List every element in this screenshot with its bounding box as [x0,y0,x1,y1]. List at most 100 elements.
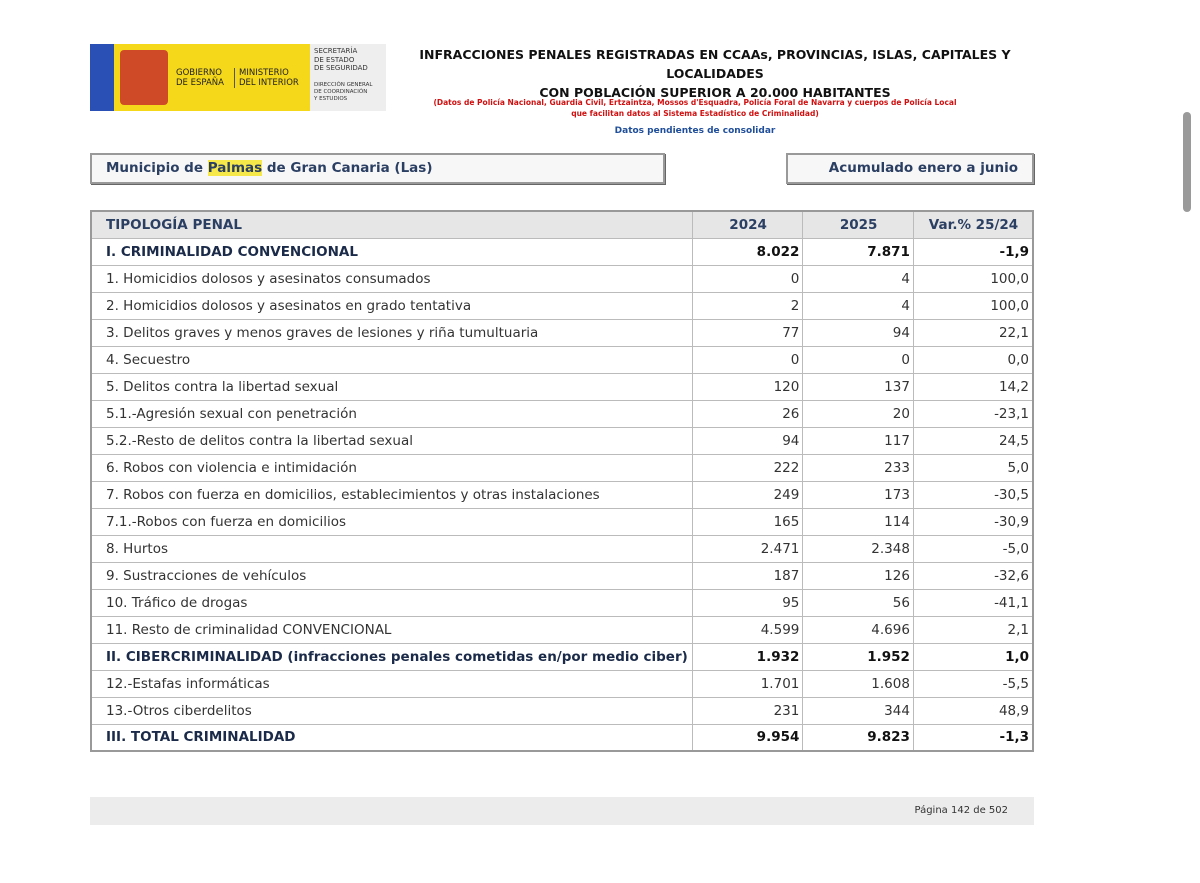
value-cell: 1.952 [802,642,914,671]
value-cell: 126 [802,561,914,590]
page-number: Página 142 de 502 [914,805,1008,816]
value-cell: 4.696 [802,615,914,644]
value-cell: 9.954 [691,723,804,752]
value-cell: -1,9 [912,237,1034,266]
value-cell: 120 [691,372,804,401]
value-cell: 2 [691,291,804,320]
logo-line: Y ESTUDIOS [314,96,348,102]
value-cell: 77 [691,318,804,347]
header-row: TIPOLOGÍA PENAL 2024 2025 Var.% 25/24 [90,210,1034,239]
table-row: 11. Resto de criminalidad CONVENCIONAL 4.… [90,615,1034,644]
label-cell: 6. Robos con violencia e intimidación [90,453,693,482]
directorate: DIRECCIÓN GENERAL DE COORDINACIÓN Y ESTUDI… [314,82,372,103]
value-cell: 231 [691,696,804,725]
value-cell: 20 [802,399,914,428]
label-cell: 7. Robos con fuerza en domicilios, estab… [90,480,693,509]
label-cell: 12.-Estafas informáticas [90,669,693,698]
label-cell: 7.1.-Robos con fuerza en domicilios [90,507,693,536]
table-row: 3. Delitos graves y menos graves de lesi… [90,318,1034,347]
table-row: II. CIBERCRIMINALIDAD (infracciones pena… [90,642,1034,671]
value-cell: 117 [802,426,914,455]
value-cell: 137 [802,372,914,401]
title-line: INFRACCIONES PENALES REGISTRADAS EN CCAA… [419,47,1011,81]
label-cell: 5. Delitos contra la libertad sexual [90,372,693,401]
value-cell: 5,0 [912,453,1034,482]
value-cell: 56 [802,588,914,617]
table-row: 5.2.-Resto de delitos contra la libertad… [90,426,1034,455]
value-cell: -5,5 [912,669,1034,698]
value-cell: -5,0 [912,534,1034,563]
municipality-highlight: Palmas [207,160,263,176]
value-cell: 173 [802,480,914,509]
value-cell: 24,5 [912,426,1034,455]
scrollbar [1183,112,1191,212]
status: Datos pendientes de consolidar [614,126,776,136]
value-cell: -30,5 [912,480,1034,509]
value-cell: 48,9 [912,696,1034,725]
value-cell: 8.022 [691,237,804,266]
label-cell: 1. Homicidios dolosos y asesinatos consu… [90,264,693,293]
value-cell: 0,0 [912,345,1034,374]
logo-line: GOBIERNO [176,68,222,78]
label-cell: 11. Resto de criminalidad CONVENCIONAL [90,615,693,644]
value-cell: 114 [802,507,914,536]
logo-line: DE ESTADO [314,55,355,64]
coat-of-arms [120,50,168,105]
logo-line: DE ESPAÑA [176,78,224,88]
table-row: 5.1.-Agresión sexual con penetración 26 20… [90,399,1034,428]
value-cell: 344 [802,696,914,725]
logo-line: DE COORDINACIÓN [314,89,368,95]
table-row: III. TOTAL CRIMINALIDAD 9.954 9.823 -1,3 [90,723,1034,752]
label-cell: 3. Delitos graves y menos graves de lesi… [90,318,693,347]
table-row: 4. Secuestro 0 0 0,0 [90,345,1034,374]
table-row: 6. Robos con violencia e intimidación 222… [90,453,1034,482]
table-row: 12.-Estafas informáticas 1.701 1.608 -5,5 [90,669,1034,698]
value-cell: -32,6 [912,561,1034,590]
value-cell: 95 [691,588,804,617]
value-cell: 233 [802,453,914,482]
note-line: que facilitan datos al Sistema Estadísti… [571,109,819,118]
label-cell: 2. Homicidios dolosos y asesinatos en gr… [90,291,693,320]
logo-line: DIRECCIÓN GENERAL [314,82,373,88]
value-cell: 1.932 [691,642,804,671]
value-cell: 187 [691,561,804,590]
label-cell: I. CRIMINALIDAD CONVENCIONAL [90,237,693,266]
footer-bar: Página 142 de 502 [90,797,1034,825]
value-cell: 2,1 [912,615,1034,644]
value-cell: 94 [802,318,914,347]
value-cell: 9.823 [802,723,914,752]
table-row: I. CRIMINALIDAD CONVENCIONAL 8.022 7.871 -1… [90,237,1034,266]
table-row: 5. Delitos contra la libertad sexual 120 1… [90,372,1034,401]
column-header: 2025 [802,210,914,239]
value-cell: -1,3 [912,723,1034,752]
value-cell: -23,1 [912,399,1034,428]
logo-line: DE SEGURIDAD [314,64,368,72]
value-cell: 0 [691,264,804,293]
value-cell: 100,0 [912,291,1034,320]
value-cell: 7.871 [802,237,914,266]
column-header: TIPOLOGÍA PENAL [90,210,693,239]
label-cell: 13.-Otros ciberdelitos [90,696,693,725]
crime-table: TIPOLOGÍA PENAL 2024 2025 Var.% 25/24 I. CRI… [90,210,1034,752]
value-cell: 1.701 [691,669,804,698]
value-cell: 0 [691,345,804,374]
secretariat-box: SECRETARÍA DE ESTADO DE SEGURIDAD DIRECCIÓ… [310,44,386,111]
table-row: 7. Robos con fuerza en domicilios, estab… [90,480,1034,509]
logo-line: MINISTERIO [239,68,289,78]
note: (Datos de Policía Nacional, Guardia Civi… [395,97,995,119]
table-row: 13.-Otros ciberdelitos 231 344 48,9 [90,696,1034,725]
title-line: CON POBLACIÓN SUPERIOR A 20.000 HABITANT… [539,85,891,100]
government: GOBIERNO DE ESPAÑA [176,68,224,88]
label-cell: III. TOTAL CRIMINALIDAD [90,723,693,752]
label-cell: 8. Hurtos [90,534,693,563]
value-cell: 1.608 [802,669,914,698]
logo-line: SECRETARÍA [314,47,358,55]
value-cell: 249 [691,480,804,509]
ministry: MINISTERIO DEL INTERIOR [234,68,299,88]
table-row: 7.1.-Robos con fuerza en domicilios 165 11… [90,507,1034,536]
label-cell: 5.1.-Agresión sexual con penetración [90,399,693,428]
municipality: Municipio de Palmas de Gran Canaria (Las… [90,153,665,184]
value-cell: -41,1 [912,588,1034,617]
label-cell: 5.2.-Resto de delitos contra la libertad… [90,426,693,455]
